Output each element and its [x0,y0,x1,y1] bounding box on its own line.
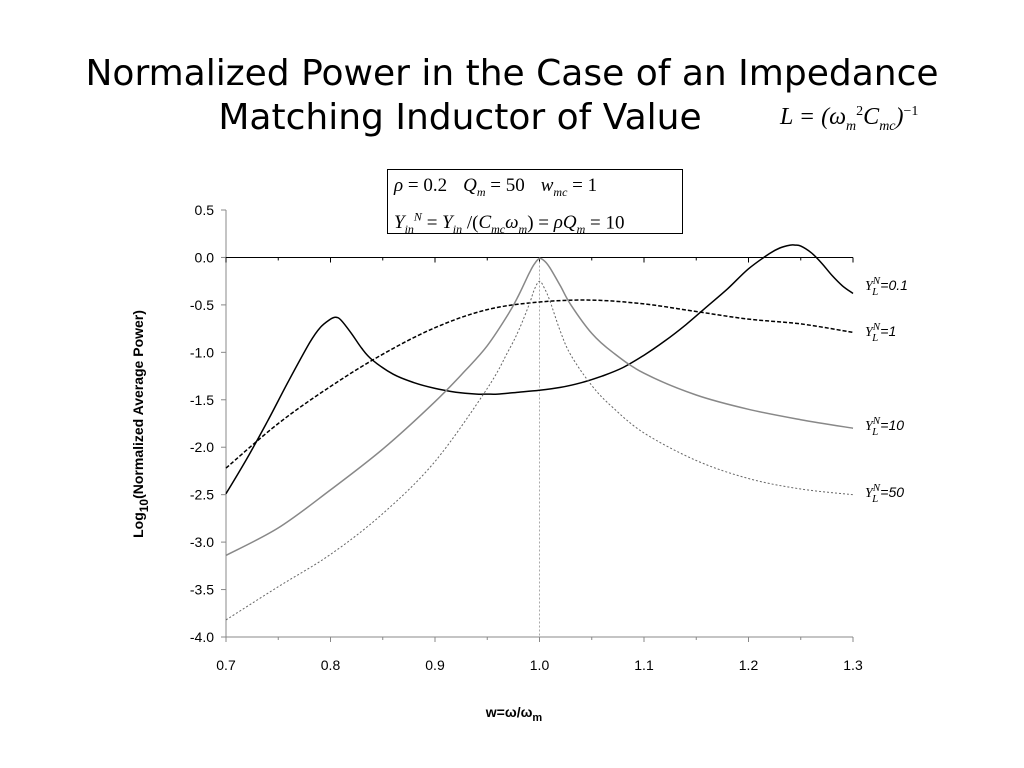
y-tick-label: 0.5 [195,202,215,218]
x-axis-label: w=ω/ωm [485,704,543,724]
series-line-0 [225,244,854,495]
series-label: YN L =1 [865,321,896,344]
series-label: YN L =10 [865,415,904,438]
parameter-line-1: ρ = 0.2 Qm = 50 wmc = 1 [394,175,598,199]
series-label: YN L =50 [865,482,904,505]
y-tick-label: -3.0 [190,534,214,550]
axes-group: 0.50.0-0.5-1.0-1.5-2.0-2.5-3.0-3.5-4.00.… [190,202,863,673]
x-tick-label: 0.9 [425,657,445,673]
y-tick-label: -1.5 [190,392,214,408]
series-line-2 [225,257,854,557]
y-tick-label: -0.5 [190,297,214,313]
x-tick-label: 0.8 [321,657,341,673]
series-line-1 [225,299,854,469]
x-tick-label: 1.3 [843,657,863,673]
series-group [225,244,854,621]
y-tick-label: 0.0 [195,249,215,265]
y-tick-label: -4.0 [190,629,214,645]
x-tick-label: 1.0 [530,657,550,673]
series-label: YN L =0.1 [865,275,908,298]
series-line-3 [225,280,854,621]
y-tick-label: -2.0 [190,439,214,455]
y-tick-label: -1.0 [190,344,214,360]
series-labels-group: YN L =0.1 YN L =1 YN L =10 YN L =50 [865,275,908,505]
x-tick-label: 1.2 [739,657,759,673]
x-tick-label: 0.7 [216,657,236,673]
x-tick-label: 1.1 [634,657,654,673]
y-axis-label: Log10(Normalized Average Power) [130,310,151,538]
y-tick-label: -3.5 [190,582,214,598]
title-line-1: Normalized Power in the Case of an Imped… [85,53,939,94]
inductor-formula: L = (ωm2Cmc)−1 [780,104,919,134]
chart-title: Normalized Power in the Case of an Imped… [0,52,1024,140]
parameter-line-2: YinN = Yin /(Cmcωm) = ρQm = 10 [394,209,625,236]
title-line-2: Matching Inductor of Value [218,97,702,138]
y-tick-label: -2.5 [190,487,214,503]
parameter-box: ρ = 0.2 Qm = 50 wmc = 1 YinN = Yin /(Cmcωm… [387,169,683,236]
